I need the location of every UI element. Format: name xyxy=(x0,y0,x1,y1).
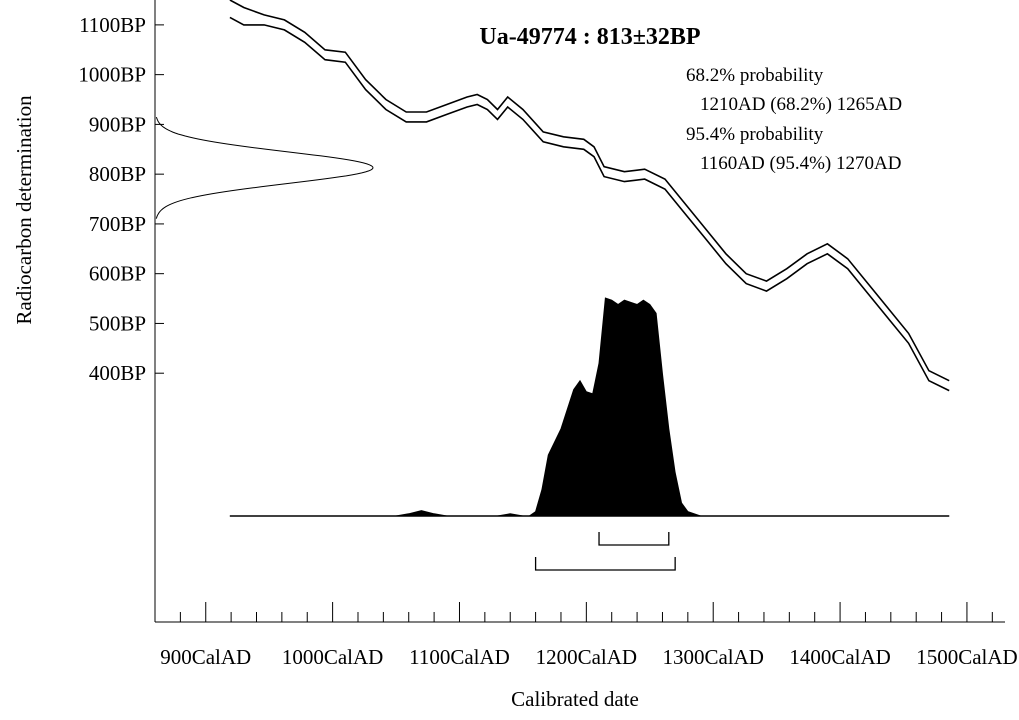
prob-68-heading: 68.2% probability xyxy=(686,65,824,86)
x-axis-ticks: 900CalAD 1000CalAD 1100CalAD 1200CalAD 1300C… xyxy=(154,602,1018,669)
y-axis-ticks: 400BP 500BP 600BP 700BP 800BP 900BP 1000BP 1100… xyxy=(78,13,164,385)
prob-95-range: 1160AD (95.4%) 1270AD xyxy=(700,153,901,174)
prob-68-range: 1210AD (68.2%) 1265AD xyxy=(700,94,902,115)
y-tick-label: 400BP xyxy=(89,361,146,385)
x-tick-label: 1400CalAD xyxy=(789,645,891,669)
y-tick-label: 700BP xyxy=(89,212,146,236)
y-tick-label: 500BP xyxy=(89,311,146,335)
calibration-curve xyxy=(229,0,950,392)
x-tick-label: 1500CalAD xyxy=(916,645,1018,669)
y-tick-label: 900BP xyxy=(89,112,146,136)
y-tick-label: 600BP xyxy=(89,262,146,286)
measurement-distribution xyxy=(155,116,374,219)
plot-frame xyxy=(154,0,1005,623)
prob-95-heading: 95.4% probability xyxy=(686,124,824,145)
probability-range-brackets xyxy=(534,532,676,571)
curve-lower-bound xyxy=(229,16,950,392)
chart-title: Ua-49774 : 813±32BP xyxy=(479,24,700,50)
x-tick-label: 1000CalAD xyxy=(282,645,384,669)
curve-upper-bound xyxy=(229,0,950,382)
y-axis-label: Radiocarbon determination xyxy=(12,95,36,325)
x-tick-label: 900CalAD xyxy=(160,645,251,669)
x-tick-label: 1200CalAD xyxy=(536,645,638,669)
range-bracket-68.2pct xyxy=(598,532,670,546)
y-tick-label: 1000BP xyxy=(78,63,146,87)
measurement-gaussian xyxy=(155,116,374,219)
x-tick-label: 1300CalAD xyxy=(662,645,764,669)
y-tick-label: 800BP xyxy=(89,162,146,186)
calibrated-density-area xyxy=(229,297,950,517)
range-bracket-95.4pct xyxy=(534,557,676,571)
x-axis-label: Calibrated date xyxy=(511,687,639,711)
x-tick-label: 1100CalAD xyxy=(409,645,510,669)
calibrated-distribution xyxy=(229,297,950,517)
y-tick-label: 1100BP xyxy=(79,13,146,37)
